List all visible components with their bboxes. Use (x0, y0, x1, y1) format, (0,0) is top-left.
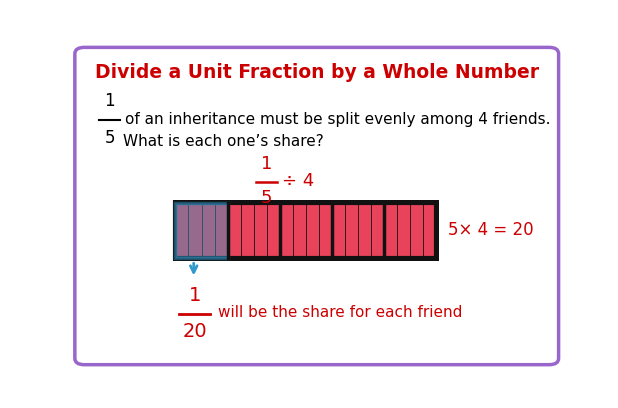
Bar (267, 203, 280, 258)
Bar (280, 203, 293, 258)
Text: What is each one’s share?: What is each one’s share? (123, 134, 323, 149)
Bar (214, 203, 227, 258)
Bar (293, 203, 306, 258)
Bar (201, 203, 214, 258)
Text: will be the share for each friend: will be the share for each friend (218, 305, 462, 320)
Bar (371, 203, 384, 258)
Bar (240, 203, 254, 258)
Text: ÷ 4: ÷ 4 (282, 172, 314, 190)
Bar (423, 203, 436, 258)
Bar (384, 203, 397, 258)
Bar (176, 203, 436, 258)
Text: 1: 1 (261, 155, 272, 173)
Bar (397, 203, 410, 258)
Bar (227, 203, 240, 258)
Bar (176, 203, 188, 258)
Text: 5: 5 (261, 189, 272, 207)
Bar (332, 203, 345, 258)
Bar (176, 203, 227, 258)
Bar (319, 203, 332, 258)
Text: 1: 1 (188, 286, 201, 305)
Text: Divide a Unit Fraction by a Whole Number: Divide a Unit Fraction by a Whole Number (95, 63, 539, 82)
Bar (254, 203, 267, 258)
Bar (188, 203, 201, 258)
Bar (173, 200, 439, 261)
FancyBboxPatch shape (75, 47, 559, 365)
Bar (306, 203, 319, 258)
Text: of an inheritance must be split evenly among 4 friends.: of an inheritance must be split evenly a… (125, 112, 551, 127)
Text: 5: 5 (104, 129, 115, 147)
Bar (345, 203, 358, 258)
Text: 1: 1 (104, 92, 115, 110)
Bar (410, 203, 423, 258)
Text: 20: 20 (182, 322, 207, 341)
Bar (358, 203, 371, 258)
Text: 5× 4 = 20: 5× 4 = 20 (449, 222, 534, 239)
